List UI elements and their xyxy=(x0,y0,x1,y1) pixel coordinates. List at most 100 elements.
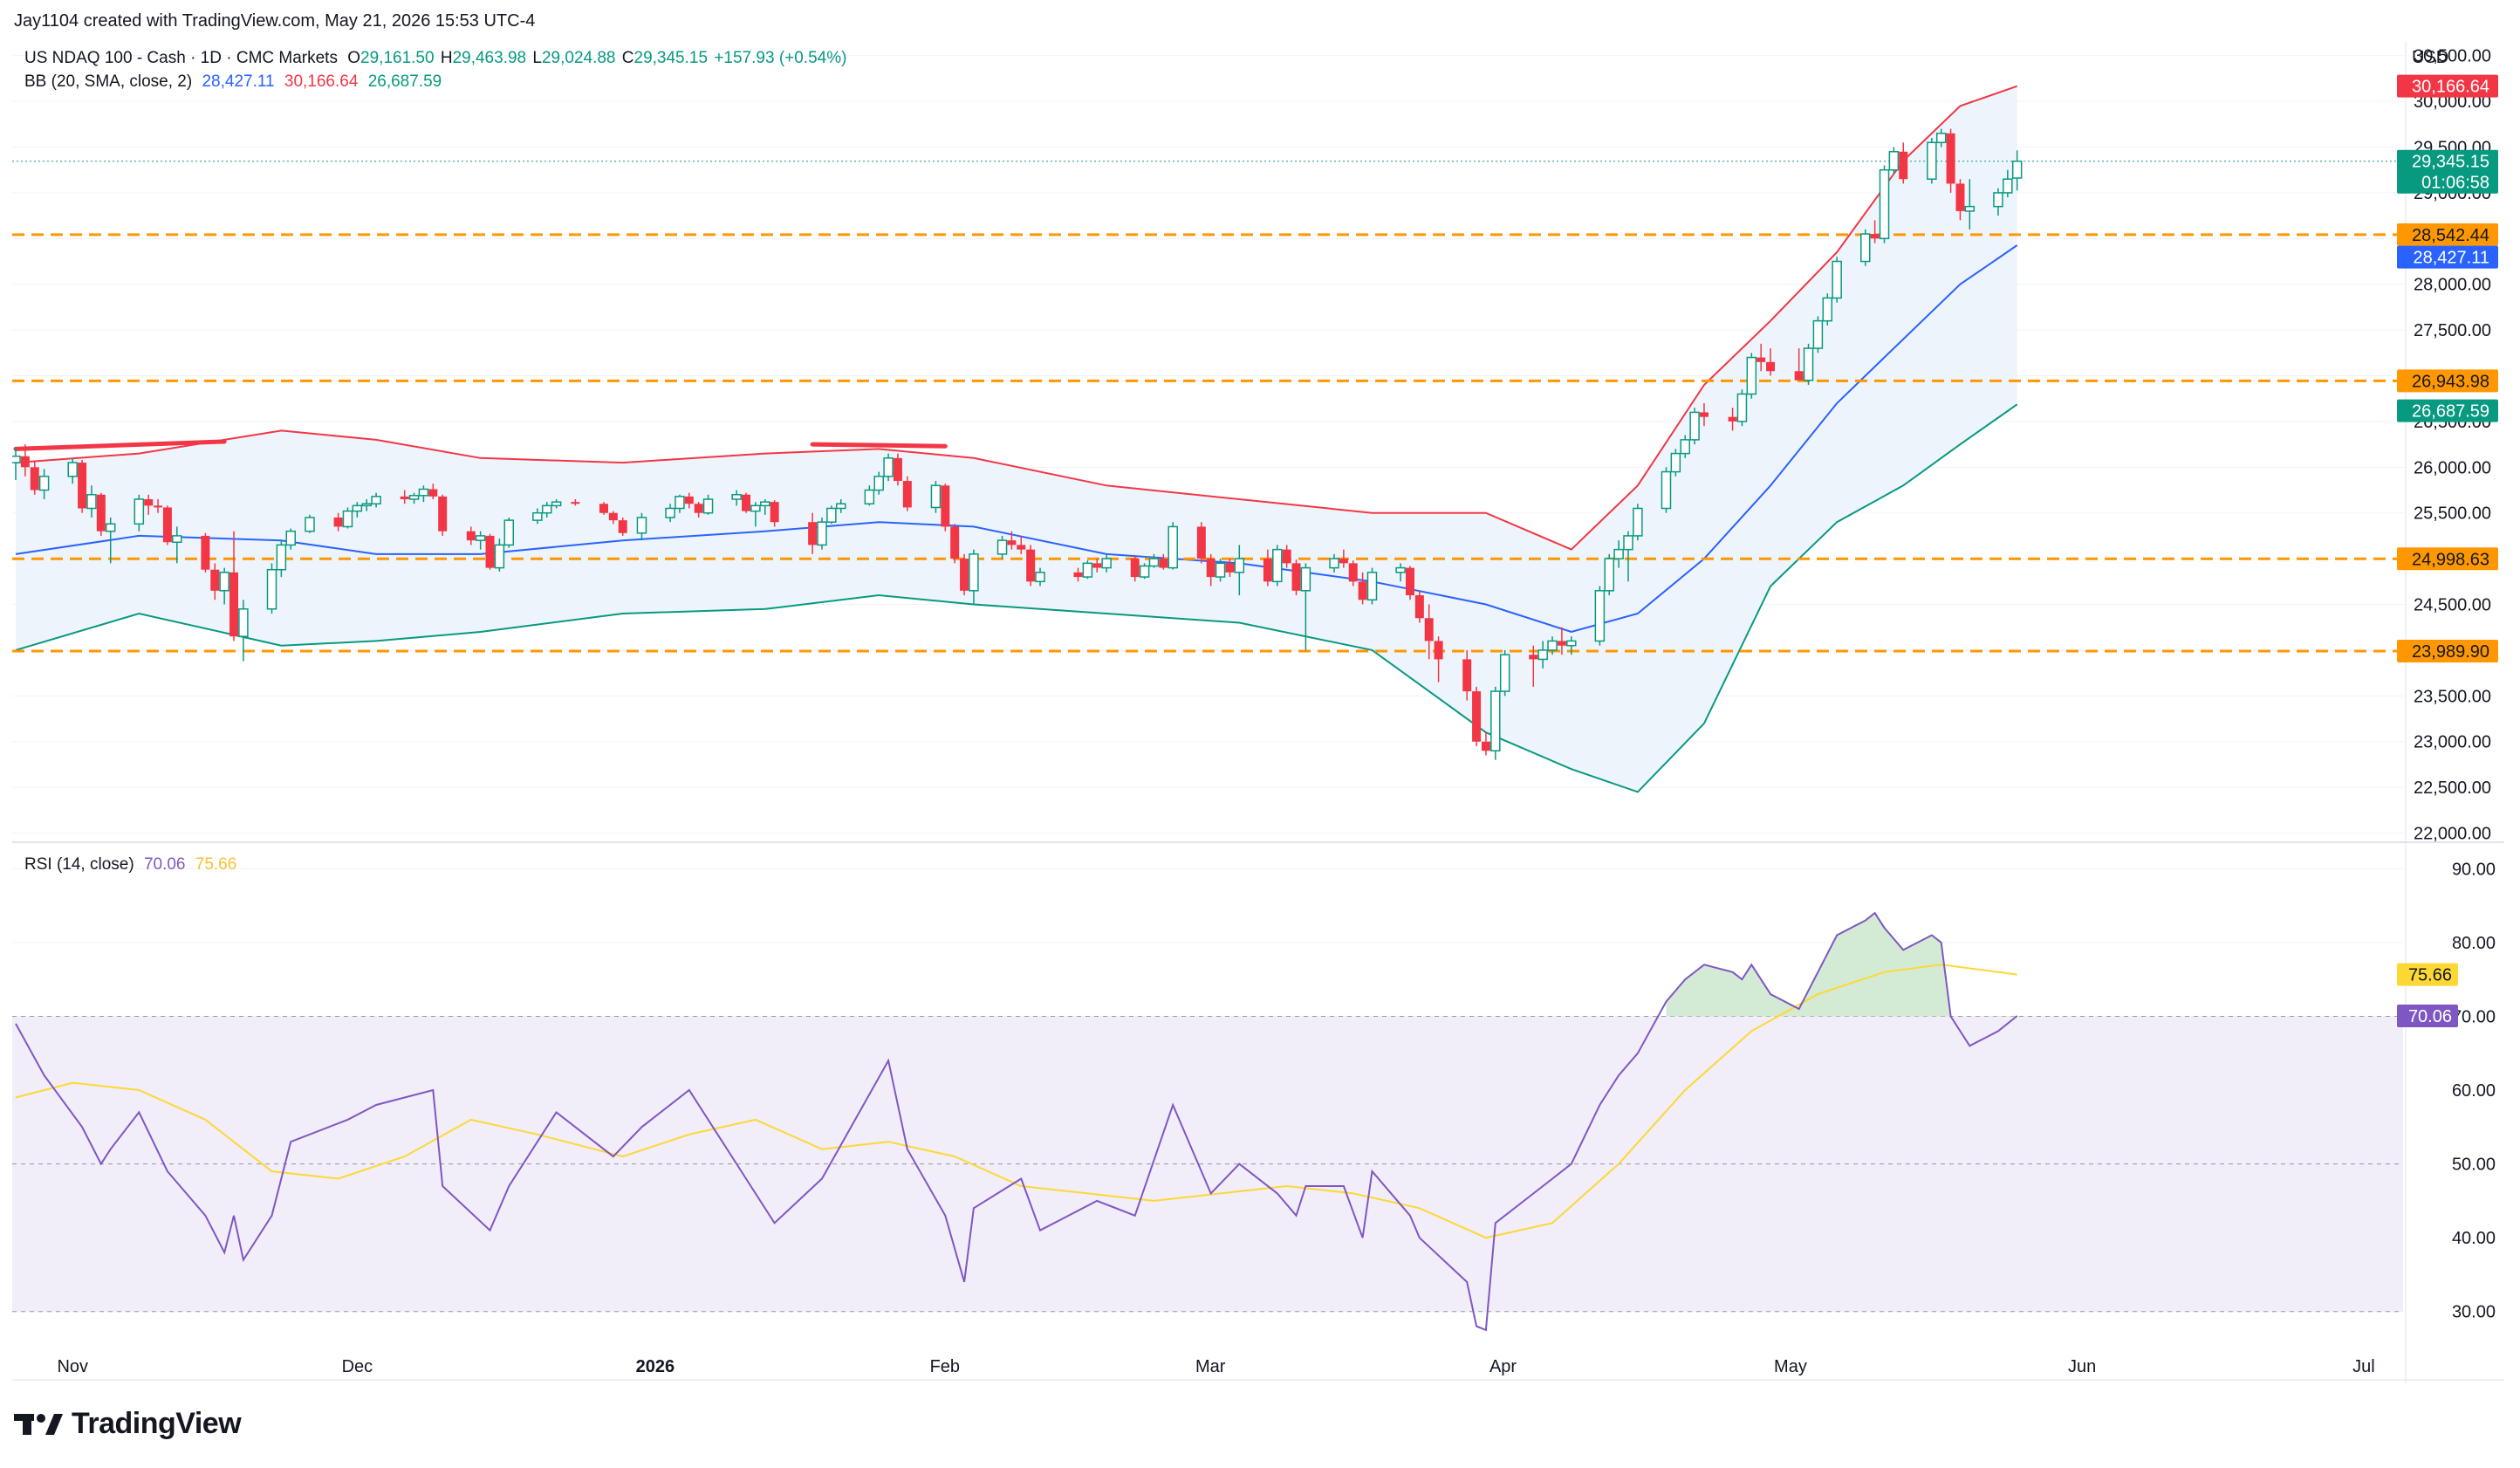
candle xyxy=(38,469,50,499)
candle xyxy=(1263,549,1272,587)
candle-body xyxy=(1139,565,1150,578)
candle-body xyxy=(2003,178,2013,194)
candle xyxy=(2003,169,2013,198)
bb-upper-line xyxy=(15,85,2018,551)
candle xyxy=(371,492,381,508)
candle-body xyxy=(1728,416,1737,422)
candle-body xyxy=(1633,507,1643,537)
level-axis-label-box xyxy=(2397,639,2498,662)
candle xyxy=(1633,504,1643,541)
candle-body xyxy=(1215,562,1226,578)
candle-body xyxy=(438,496,448,532)
candle xyxy=(883,453,894,482)
rsi-tick-label: 40.00 xyxy=(2452,1229,2496,1248)
candle-body xyxy=(238,608,249,637)
candle xyxy=(1899,142,1908,184)
candle xyxy=(1196,522,1206,564)
bb-upper-axis-label-box xyxy=(2397,74,2498,98)
candle xyxy=(996,535,1008,559)
symbol-label[interactable]: US NDAQ 100 - Cash · 1D · CMC Markets xyxy=(24,49,338,67)
candle-body xyxy=(1557,641,1566,646)
bb-lower-axis-label-text: 26,687.59 xyxy=(2412,402,2489,422)
level-axis-label-text: 23,989.90 xyxy=(2412,642,2489,662)
candle xyxy=(154,499,163,513)
candle xyxy=(826,505,837,525)
candle-body xyxy=(172,535,182,544)
candle-body xyxy=(1434,641,1443,660)
candle xyxy=(1812,316,1824,353)
time-tick-label: Jul xyxy=(2352,1357,2375,1376)
bb-basis-axis-label-text: 28,427.11 xyxy=(2414,249,2490,268)
candle xyxy=(1860,229,1871,266)
tradingview-logo[interactable]: TradingView xyxy=(14,1407,242,1441)
candle xyxy=(599,502,608,515)
candle xyxy=(210,563,220,600)
candle-body xyxy=(941,485,950,527)
price-tick-label: 22,500.00 xyxy=(2414,779,2491,798)
price-tick-label: 30,500.00 xyxy=(2414,47,2491,66)
price-tick-label: 23,000.00 xyxy=(2414,733,2491,752)
candle-body xyxy=(551,501,562,507)
candle-body xyxy=(808,522,818,545)
candle xyxy=(276,540,287,578)
candle xyxy=(494,538,505,572)
candle xyxy=(342,507,353,529)
candle-body xyxy=(229,572,239,637)
rsi-line xyxy=(15,911,2018,1332)
candle-body xyxy=(1159,559,1168,568)
candle-body xyxy=(1766,361,1776,372)
candle-body xyxy=(1680,439,1690,455)
candle xyxy=(1225,559,1235,578)
bb-indicator-label[interactable]: BB (20, SMA, close, 2) xyxy=(24,72,193,91)
candle-body xyxy=(1035,572,1045,583)
candle xyxy=(1082,560,1093,580)
candle-body xyxy=(503,519,515,546)
candle-body xyxy=(1282,549,1291,564)
candle-body xyxy=(30,467,39,490)
candle-body xyxy=(1291,563,1301,591)
candle-body xyxy=(1348,563,1358,582)
candle-body xyxy=(760,501,770,507)
candle-body xyxy=(162,507,172,543)
candle-body xyxy=(371,496,381,504)
candle xyxy=(1017,535,1026,554)
candle-body xyxy=(1130,559,1140,578)
rsi-indicator-label[interactable]: RSI (14, close) xyxy=(24,855,134,874)
bb-upper-axis-label-text: 30,166.64 xyxy=(2412,78,2489,97)
candle-body xyxy=(466,531,476,541)
candle-body xyxy=(770,502,779,523)
candle xyxy=(618,517,627,536)
candle-body xyxy=(608,512,618,521)
ohlc-close: C29,345.15 xyxy=(621,49,709,67)
rsi-overbought-fill xyxy=(1666,913,2017,1017)
candle-body xyxy=(1689,411,1700,441)
candle-body xyxy=(305,517,315,532)
candle-body xyxy=(1329,558,1339,569)
candle-body xyxy=(1101,558,1112,569)
candle-body xyxy=(826,507,837,523)
rsi-ma-axis-label-box xyxy=(2397,963,2458,986)
rsi-tick-label: 60.00 xyxy=(2452,1081,2496,1101)
bb-band-fill xyxy=(16,86,2017,792)
rsi-ma-line xyxy=(15,964,2017,1239)
candle-body xyxy=(1366,572,1378,601)
last-price-axis-label-box xyxy=(2397,149,2498,194)
candle-body xyxy=(285,530,296,546)
level-axis-label-text: 28,542.44 xyxy=(2412,226,2489,245)
candle-body xyxy=(1955,183,1965,211)
candle xyxy=(1272,545,1283,587)
candle-body xyxy=(400,496,409,499)
rsi-tick-label: 50.00 xyxy=(2452,1156,2496,1175)
candle-body xyxy=(1613,548,1624,559)
candle xyxy=(96,492,106,536)
candle xyxy=(1035,567,1045,587)
candle-body xyxy=(1756,357,1766,362)
candle-body xyxy=(1899,151,1908,180)
candle xyxy=(219,567,229,605)
candle xyxy=(1159,553,1168,570)
candle xyxy=(1557,627,1566,655)
candle xyxy=(808,512,818,554)
candle-body xyxy=(675,496,685,510)
candle xyxy=(105,517,116,564)
